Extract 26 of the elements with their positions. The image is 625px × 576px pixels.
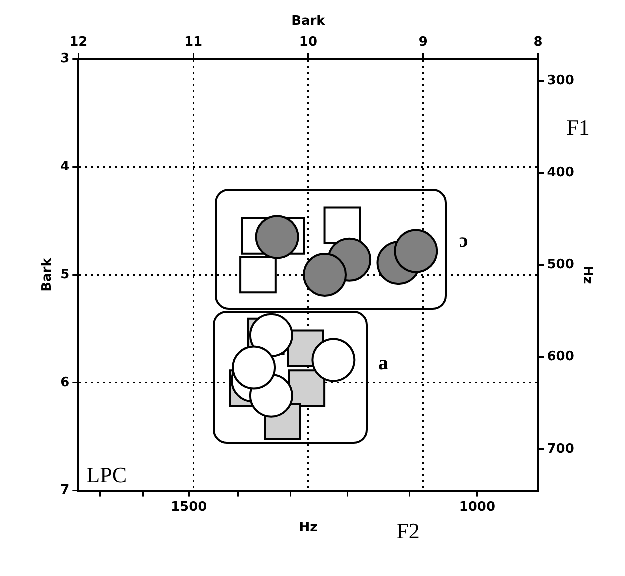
y2-tick-label: 300 <box>547 74 574 89</box>
y-axis-title: Bark <box>40 258 56 292</box>
y-tick-label: 5 <box>60 267 70 282</box>
x2-tick-label: 10 <box>299 34 318 50</box>
annotation: ɔ <box>459 230 468 252</box>
y-tick-label: 4 <box>60 159 70 174</box>
y2-axis-title: Hz <box>580 266 595 284</box>
x2-tick-label: 11 <box>184 34 203 50</box>
x2-tick-label: 12 <box>70 34 88 50</box>
y-tick-label: 7 <box>60 483 70 498</box>
x2-tick-label: 9 <box>418 34 428 50</box>
y2-tick-label: 500 <box>547 258 574 273</box>
x2-axis-title: Bark <box>292 14 326 30</box>
y-tick-label: 6 <box>60 375 70 390</box>
x-tick-label: 1500 <box>170 500 208 515</box>
x2-tick-label: 8 <box>534 34 543 50</box>
y2-tick-label: 700 <box>547 442 574 457</box>
y2-tick-label: 400 <box>547 166 574 181</box>
y2-tick-label: 600 <box>547 350 574 365</box>
text: F2 <box>396 518 420 544</box>
y-tick-label: 3 <box>60 52 70 67</box>
x-tick-label: 1000 <box>459 500 496 515</box>
text: F1 <box>566 114 590 140</box>
x-axis-title: Hz <box>299 520 318 536</box>
annotation: a <box>378 352 388 375</box>
annotation: LPC <box>86 462 128 488</box>
